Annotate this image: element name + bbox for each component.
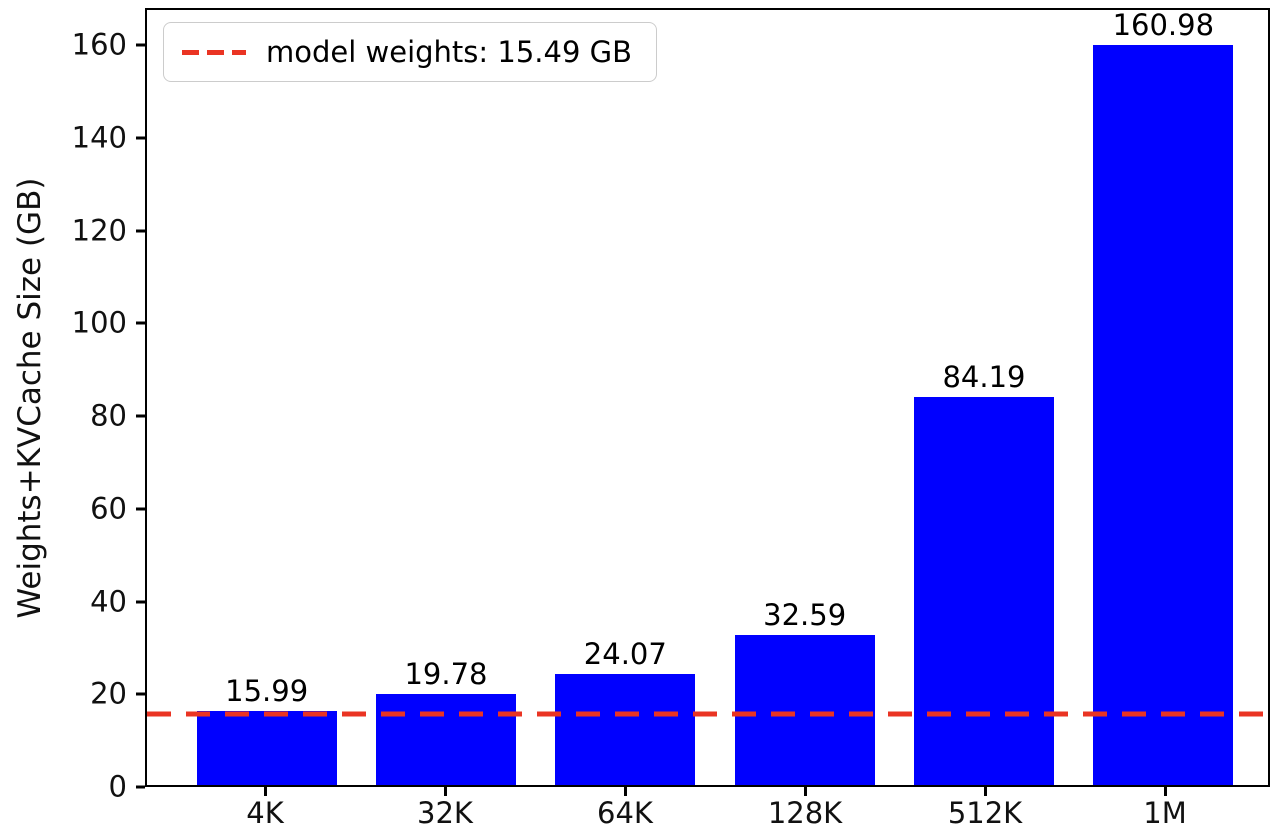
- y-tick-mark: [136, 785, 145, 789]
- bar-slot: 15.99: [177, 10, 356, 785]
- bar-slot: 160.98: [1074, 8, 1253, 785]
- y-tick-label: 80: [90, 398, 127, 433]
- bar-value-label: 15.99: [225, 674, 309, 709]
- model-weights-reference-line: [147, 711, 1268, 717]
- bar-value-label: 19.78: [404, 656, 488, 691]
- bar-slot: 24.07: [536, 10, 715, 785]
- x-tick-label: 512K: [947, 796, 1023, 830]
- x-tick: 64K: [535, 787, 715, 835]
- x-tick-mark: [623, 787, 627, 796]
- y-tick-label: 0: [108, 769, 127, 804]
- bar: [555, 673, 696, 785]
- x-tick: 512K: [895, 787, 1075, 835]
- x-tick: 4K: [175, 787, 355, 835]
- x-tick-label: 32K: [417, 796, 473, 830]
- bar: [913, 396, 1054, 785]
- y-tick-label: 20: [90, 676, 127, 711]
- y-axis-ticks: 0 20 40 60 80 100 120 140 160: [0, 8, 145, 801]
- bar: [1093, 44, 1234, 785]
- x-tick-mark: [1163, 787, 1167, 796]
- y-tick-mark: [136, 229, 145, 233]
- bar-value-label: 24.07: [583, 637, 667, 672]
- bar-slot: 19.78: [356, 10, 535, 785]
- y-tick-label: 100: [71, 305, 127, 340]
- bar-value-label: 84.19: [942, 359, 1026, 394]
- bar: [196, 711, 337, 785]
- x-tick-label: 1M: [1143, 796, 1187, 830]
- y-tick-mark: [136, 692, 145, 696]
- x-tick-label: 64K: [597, 796, 653, 830]
- bar-slot: 32.59: [715, 10, 894, 785]
- bars-container: 15.99 19.78 24.07 32.59 84.19 160.98: [147, 8, 1268, 785]
- x-axis-ticks: 4K 32K 64K 128K 512K 1M: [145, 787, 1270, 835]
- bar-value-label: 32.59: [763, 597, 847, 632]
- y-tick-label: 140: [71, 120, 127, 155]
- x-tick-mark: [443, 787, 447, 796]
- y-tick-label: 40: [90, 584, 127, 619]
- x-tick: 1M: [1075, 787, 1255, 835]
- x-tick-mark: [263, 787, 267, 796]
- y-tick-mark: [136, 321, 145, 325]
- y-tick-mark: [136, 414, 145, 418]
- y-tick-label: 60: [90, 491, 127, 526]
- legend: model weights: 15.49 GB: [163, 22, 657, 82]
- y-tick-mark: [136, 43, 145, 47]
- x-tick-label: 128K: [767, 796, 843, 830]
- x-tick-mark: [983, 787, 987, 796]
- x-tick-label: 4K: [246, 796, 284, 830]
- y-tick-mark: [136, 600, 145, 604]
- dashed-line-legend-icon: [182, 49, 246, 55]
- bar: [734, 634, 875, 785]
- y-tick-mark: [136, 136, 145, 140]
- y-tick-mark: [136, 507, 145, 511]
- plot-area: 15.99 19.78 24.07 32.59 84.19 160.98 model we…: [145, 8, 1270, 787]
- x-tick-mark: [803, 787, 807, 796]
- bar-value-label: 160.98: [1112, 8, 1215, 42]
- x-tick: 128K: [715, 787, 895, 835]
- legend-label: model weights: 15.49 GB: [266, 35, 632, 69]
- x-tick: 32K: [355, 787, 535, 835]
- y-tick-label: 120: [71, 213, 127, 248]
- bar: [375, 693, 516, 785]
- bar-slot: 84.19: [894, 10, 1073, 785]
- y-tick-label: 160: [71, 27, 127, 62]
